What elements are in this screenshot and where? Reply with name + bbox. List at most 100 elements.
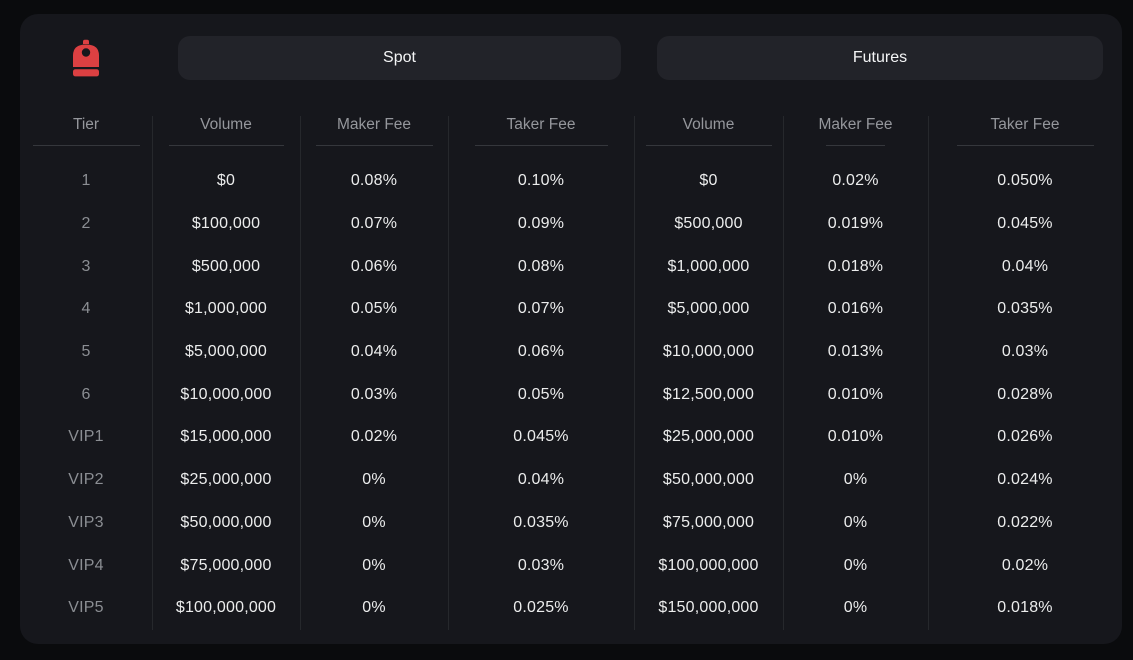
- futures-maker-fee-cell: 0.018%: [827, 257, 884, 275]
- spot-volume-cell: $1,000,000: [184, 300, 268, 318]
- futures-taker-fee-cell: 0.018%: [997, 599, 1053, 617]
- futures-volume-cell: $500,000: [674, 215, 743, 233]
- tier-cell: VIP2: [68, 471, 104, 489]
- tier-cell: VIP3: [68, 513, 104, 531]
- futures-maker-fee-cell: 0.013%: [827, 343, 884, 361]
- header-tier: Tier: [20, 115, 152, 146]
- spot-volume-cell: $5,000,000: [184, 343, 268, 361]
- spot-volume-cell: $25,000,000: [180, 471, 272, 489]
- header-futures-maker-fee: Maker Fee: [783, 115, 928, 146]
- header-underline: [474, 145, 608, 146]
- spot-taker-fee-cell: 0.07%: [517, 300, 565, 318]
- table-row: 4 $1,000,000 0.05% 0.07% $5,000,000 0.01…: [20, 288, 1122, 331]
- spot-taker-fee-cell: 0.045%: [513, 428, 569, 446]
- header-underline: [645, 145, 772, 146]
- table-row: VIP1 $15,000,000 0.02% 0.045% $25,000,00…: [20, 416, 1122, 459]
- table-row: VIP2 $25,000,000 0% 0.04% $50,000,000 0%…: [20, 459, 1122, 502]
- futures-taker-fee-cell: 0.050%: [997, 172, 1053, 190]
- futures-volume-cell: $12,500,000: [662, 385, 755, 403]
- column-divider: [634, 116, 635, 630]
- tier-cell: VIP1: [68, 428, 104, 446]
- futures-maker-fee-cell: 0.02%: [832, 172, 879, 190]
- spot-maker-fee-cell: 0%: [362, 471, 386, 489]
- futures-taker-fee-cell: 0.045%: [997, 215, 1053, 233]
- column-divider: [152, 116, 153, 630]
- futures-taker-fee-cell: 0.03%: [1001, 343, 1049, 361]
- table-row: 1 $0 0.08% 0.10% $0 0.02% 0.050%: [20, 160, 1122, 203]
- futures-volume-cell: $1,000,000: [667, 257, 750, 275]
- spot-taker-fee-cell: 0.035%: [513, 513, 569, 531]
- spot-taker-fee-cell: 0.06%: [517, 343, 565, 361]
- futures-volume-cell: $100,000,000: [658, 556, 759, 574]
- column-divider: [783, 116, 784, 630]
- table-row: VIP4 $75,000,000 0% 0.03% $100,000,000 0…: [20, 544, 1122, 587]
- tab-spot[interactable]: Spot: [178, 36, 621, 80]
- header-underline: [32, 145, 140, 146]
- header-underline: [956, 145, 1094, 146]
- futures-volume-cell: $150,000,000: [658, 599, 759, 617]
- header-label: Maker Fee: [336, 116, 412, 133]
- futures-taker-fee-cell: 0.035%: [997, 300, 1053, 318]
- futures-maker-fee-cell: 0.010%: [827, 428, 884, 446]
- futures-maker-fee-cell: 0%: [843, 513, 868, 531]
- spot-maker-fee-cell: 0.06%: [350, 257, 398, 275]
- header-label: Volume: [682, 116, 735, 133]
- table-body: 1 $0 0.08% 0.10% $0 0.02% 0.050% 2 $100,…: [20, 160, 1122, 630]
- table-row: 6 $10,000,000 0.03% 0.05% $12,500,000 0.…: [20, 373, 1122, 416]
- tier-cell: 4: [81, 300, 91, 318]
- spot-maker-fee-cell: 0.04%: [350, 343, 398, 361]
- header-spot-taker-fee: Taker Fee: [448, 115, 634, 146]
- spot-taker-fee-cell: 0.10%: [517, 172, 565, 190]
- backpack-icon: [70, 39, 102, 77]
- table-row: 2 $100,000 0.07% 0.09% $500,000 0.019% 0…: [20, 203, 1122, 246]
- table-row: 5 $5,000,000 0.04% 0.06% $10,000,000 0.0…: [20, 331, 1122, 374]
- header-underline: [315, 145, 433, 146]
- futures-taker-fee-cell: 0.022%: [997, 513, 1053, 531]
- futures-maker-fee-cell: 0%: [843, 471, 868, 489]
- spot-volume-cell: $100,000,000: [175, 599, 277, 617]
- spot-maker-fee-cell: 0.03%: [350, 385, 398, 403]
- spot-volume-cell: $50,000,000: [180, 513, 272, 531]
- spot-taker-fee-cell: 0.04%: [517, 471, 565, 489]
- tier-cell: 2: [81, 215, 91, 233]
- tier-cell: 1: [81, 172, 91, 190]
- header-futures-taker-fee: Taker Fee: [928, 115, 1122, 146]
- tier-cell: 6: [81, 385, 91, 403]
- spot-maker-fee-cell: 0%: [362, 556, 386, 574]
- spot-volume-cell: $75,000,000: [180, 556, 272, 574]
- futures-volume-cell: $5,000,000: [667, 300, 750, 318]
- header-label: Maker Fee: [818, 116, 893, 133]
- futures-maker-fee-cell: 0%: [843, 599, 868, 617]
- spot-volume-cell: $100,000: [191, 215, 261, 233]
- header-label: Taker Fee: [990, 116, 1060, 133]
- spot-taker-fee-cell: 0.025%: [513, 599, 569, 617]
- spot-taker-fee-cell: 0.05%: [517, 385, 565, 403]
- tab-futures[interactable]: Futures: [657, 36, 1103, 80]
- futures-taker-fee-cell: 0.02%: [1001, 556, 1049, 574]
- futures-volume-cell: $0: [699, 172, 718, 190]
- tier-cell: 5: [81, 343, 91, 361]
- spot-taker-fee-cell: 0.03%: [517, 556, 565, 574]
- futures-taker-fee-cell: 0.024%: [997, 471, 1053, 489]
- table-row: 3 $500,000 0.06% 0.08% $1,000,000 0.018%…: [20, 245, 1122, 288]
- header-label: Tier: [72, 116, 100, 133]
- futures-maker-fee-cell: 0.019%: [827, 215, 884, 233]
- tier-cell: VIP5: [68, 599, 104, 617]
- futures-taker-fee-cell: 0.04%: [1001, 257, 1049, 275]
- spot-volume-cell: $0: [216, 172, 236, 190]
- spot-maker-fee-cell: 0.05%: [350, 300, 398, 318]
- spot-maker-fee-cell: 0%: [362, 599, 386, 617]
- header-futures-volume: Volume: [634, 115, 783, 146]
- futures-volume-cell: $10,000,000: [662, 343, 755, 361]
- spot-volume-cell: $10,000,000: [180, 385, 272, 403]
- futures-maker-fee-cell: 0.016%: [827, 300, 884, 318]
- futures-volume-cell: $75,000,000: [662, 513, 755, 531]
- spot-volume-cell: $15,000,000: [180, 428, 272, 446]
- table-header-row: Tier Volume Maker Fee Taker Fee Volume M…: [20, 115, 1122, 160]
- futures-maker-fee-cell: 0.010%: [827, 385, 884, 403]
- futures-maker-fee-cell: 0%: [843, 556, 868, 574]
- spot-volume-cell: $500,000: [191, 257, 261, 275]
- header-label: Volume: [200, 116, 252, 133]
- logo-wrap: [20, 39, 152, 77]
- header-label: Taker Fee: [506, 116, 576, 133]
